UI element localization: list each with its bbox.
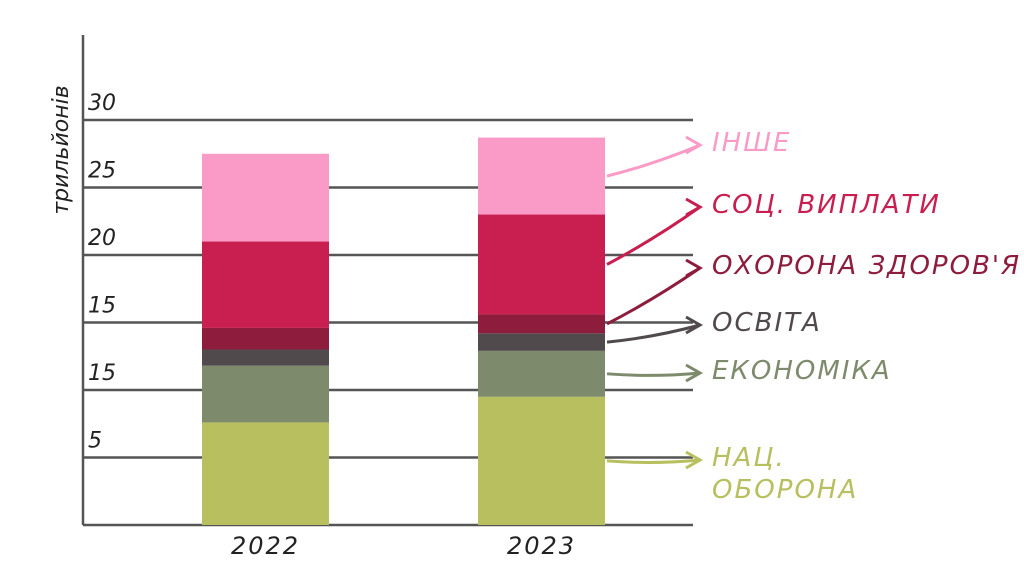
- legend-arrow-head: [685, 315, 704, 335]
- legend-arrow-head: [685, 258, 704, 278]
- legend-arrow: [606, 458, 701, 464]
- legend-label: охорона здоров'я: [712, 251, 1022, 281]
- legend-arrow-head: [685, 363, 704, 383]
- legend-arrow: [606, 323, 701, 344]
- y-tick-label: 25: [88, 159, 116, 184]
- x-tick-label: 2023: [507, 532, 576, 560]
- legend-arrow-head: [685, 450, 704, 470]
- legend-label: нац. оборона: [712, 443, 859, 505]
- bar-segment: [202, 365, 329, 423]
- bar-segment: [478, 314, 605, 334]
- y-tick-label: 30: [88, 91, 116, 116]
- bar-segment: [202, 327, 329, 350]
- bar-segment: [202, 422, 329, 525]
- bar-segment: [478, 333, 605, 351]
- legend-label: соц. виплати: [712, 190, 941, 220]
- legend-arrow-head: [685, 197, 704, 217]
- bar-segment: [478, 350, 605, 397]
- x-tick-label: 2022: [231, 532, 300, 560]
- legend-arrow: [606, 266, 701, 326]
- y-tick-label: 15: [88, 294, 116, 319]
- bar-segment: [478, 214, 605, 315]
- y-tick-label: 20: [88, 226, 116, 251]
- bar-segment: [478, 137, 605, 215]
- y-axis-label: трильйонів: [49, 85, 74, 214]
- bar-segment: [478, 396, 605, 525]
- legend-arrow: [606, 143, 701, 178]
- bar-segment: [202, 153, 329, 242]
- y-tick-label: 5: [88, 429, 102, 454]
- legend-arrow-head: [685, 135, 704, 155]
- bar-segment: [202, 241, 329, 328]
- legend-label: інше: [712, 128, 792, 158]
- legend-arrow: [606, 371, 701, 377]
- bar-segment: [202, 349, 329, 366]
- legend-label: освіта: [712, 308, 822, 338]
- legend-label: економіка: [712, 356, 892, 386]
- y-tick-label: 15: [88, 361, 116, 386]
